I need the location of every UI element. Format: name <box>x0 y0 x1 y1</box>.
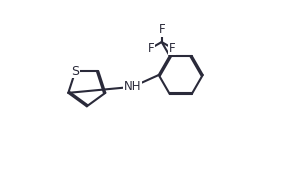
Text: S: S <box>71 65 79 78</box>
Text: F: F <box>148 42 154 55</box>
Text: NH: NH <box>124 80 141 93</box>
Text: F: F <box>169 42 176 55</box>
Text: F: F <box>158 23 165 36</box>
